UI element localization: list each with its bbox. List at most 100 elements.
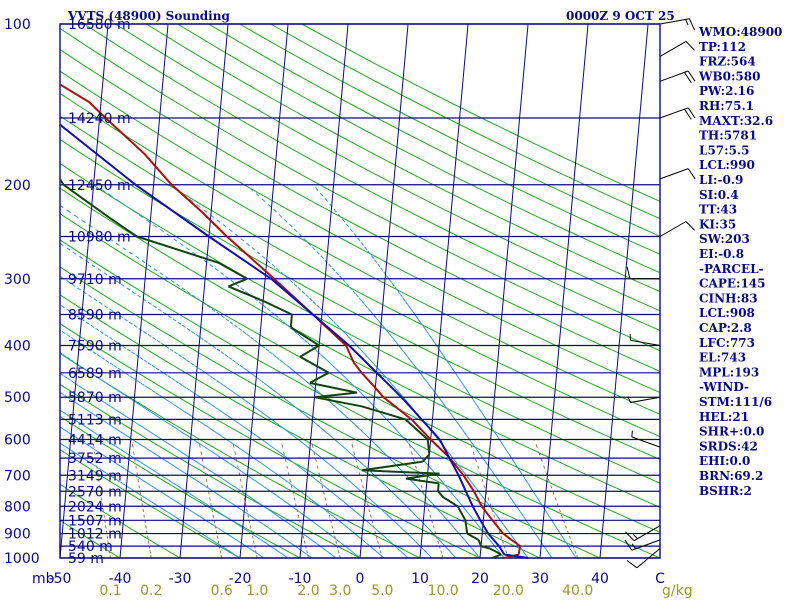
wind-barb-line	[659, 18, 695, 31]
isotherms	[59, 23, 649, 559]
plot-border	[59, 23, 661, 559]
dry-adiabat-line	[59, 239, 661, 559]
stability-indices: WMO:48900TP:112FRZ:564WB0:580PW:2.16RH:7…	[698, 25, 782, 498]
dry-adiabat-line	[59, 92, 661, 415]
height-label: 540 m	[68, 539, 113, 555]
dry-adiabat-line	[59, 266, 601, 559]
index-value: HEL:21	[699, 410, 749, 424]
height-label: 4414 m	[68, 433, 122, 449]
index-value: L57:5.5	[699, 143, 749, 157]
pressure-tick-label: 600	[4, 433, 31, 449]
wind-barb	[625, 525, 661, 542]
index-value: TP:112	[699, 40, 746, 54]
index-value: CINH:83	[699, 291, 758, 305]
wind-barb-line	[659, 168, 696, 180]
isotherm-line	[299, 23, 349, 559]
wind-barb-line	[659, 221, 695, 237]
dry-adiabat-line	[59, 28, 661, 352]
index-value: TT:43	[699, 203, 737, 217]
index-value: STM:111/6	[699, 395, 772, 409]
dry-adiabat-line	[59, 115, 661, 438]
mixing-ratio-tick-label: 1.0	[246, 583, 268, 599]
temperature-tick-label: 20	[471, 571, 489, 587]
index-value: BSHR:2	[699, 484, 752, 498]
dry-adiabat-line	[208, 23, 661, 255]
index-value: EHI:0.0	[699, 454, 750, 468]
index-value: SRDS:42	[699, 439, 758, 453]
isotherm-line	[539, 23, 589, 559]
isotherm-line	[599, 23, 649, 559]
dry-adiabat-line	[239, 23, 661, 237]
isotherm-line	[479, 23, 529, 559]
plot-frame	[59, 23, 661, 559]
sounding-time: 0000Z 9 OCT 25	[566, 9, 675, 23]
wind-barb	[629, 334, 661, 346]
height-label: 3752 m	[68, 451, 122, 467]
temperature-tick-label: 30	[531, 571, 549, 587]
height-label: 1012 m	[68, 527, 122, 543]
height-label: 10980 m	[68, 229, 131, 245]
height-label: 7590 m	[68, 339, 122, 355]
index-value: RH:75.1	[699, 99, 754, 113]
index-value: FRZ:564	[699, 55, 756, 69]
index-value: EI:-0.8	[699, 247, 744, 261]
wind-barb-line	[627, 396, 661, 403]
moist-adiabat-line	[59, 204, 481, 559]
station-title: VVTS (48900) Sounding	[67, 9, 230, 23]
wind-barb	[659, 168, 696, 180]
wind-barb-line	[624, 539, 661, 551]
mixing-ratio-line	[131, 439, 152, 559]
index-value: BRN:69.2	[699, 469, 763, 483]
dry-adiabat-line	[83, 23, 661, 331]
index-value: SHR+:0.0	[699, 425, 764, 439]
dry-adiabat-line	[59, 323, 481, 559]
moist-adiabat-line	[245, 184, 553, 559]
height-label: 2024 m	[68, 499, 122, 515]
wind-barb-line	[625, 525, 661, 542]
dry-adiabat-line	[59, 519, 121, 559]
wind-barb	[659, 107, 696, 120]
dry-adiabat-line	[146, 23, 661, 293]
mixing-ratio-tick-label: 0.2	[140, 583, 162, 599]
pressure-tick-label: 700	[4, 468, 31, 484]
index-value: KI:35	[699, 217, 736, 231]
dry-adiabat-line	[177, 23, 661, 274]
pressure-tick-label: 900	[4, 527, 31, 543]
dry-adiabat-line	[59, 163, 661, 484]
pressure-tick-label: 200	[4, 178, 31, 194]
mixing-ratio-tick-label: 2.0	[297, 583, 319, 599]
mixing-ratio-line	[280, 439, 309, 559]
wind-barb-line	[659, 40, 695, 57]
mixing-ratio-unit: g/kg	[662, 583, 693, 599]
dry-adiabat-line	[59, 383, 361, 559]
height-label: 5113 m	[68, 412, 122, 428]
height-label: 12450 m	[68, 178, 131, 194]
index-value: TH:5781	[699, 129, 757, 143]
index-value: MAXT:32.6	[699, 114, 773, 128]
mixing-ratio-tick-label: 0.6	[211, 583, 233, 599]
temperature-tick-label: 0	[356, 571, 365, 587]
pressure-unit-label: mb	[32, 571, 55, 587]
isotherm-line	[239, 23, 289, 559]
temperature-tick-label: -50	[49, 571, 72, 587]
index-value: EL:743	[699, 351, 746, 365]
parcel-profile	[59, 123, 529, 559]
pressure-tick-label: 300	[4, 272, 31, 288]
height-label: 8590 m	[68, 308, 122, 324]
moist-adiabats	[59, 184, 577, 559]
index-value: MPL:193	[699, 365, 759, 379]
wind-barb-line	[659, 107, 696, 120]
wind-barb	[659, 18, 695, 31]
index-value: SI:0.4	[699, 188, 739, 202]
height-label: 9710 m	[68, 272, 122, 288]
temperature-tick-label: -10	[289, 571, 312, 587]
mixing-ratio-line	[198, 439, 223, 559]
mixing-ratio-tick-label: 10.0	[428, 583, 459, 599]
height-label: 3149 m	[68, 468, 122, 484]
wind-barb	[626, 266, 660, 280]
axis-labels: 0.1 0.2 0.6 1.0 2.0 3.0 5.0 10.0 20.0 40.0 g/kg100…	[4, 17, 693, 599]
height-label: 16580 m	[68, 17, 131, 33]
mixing-ratio-tick-label: 0.1	[99, 583, 121, 599]
index-value: WB0:580	[698, 69, 760, 83]
